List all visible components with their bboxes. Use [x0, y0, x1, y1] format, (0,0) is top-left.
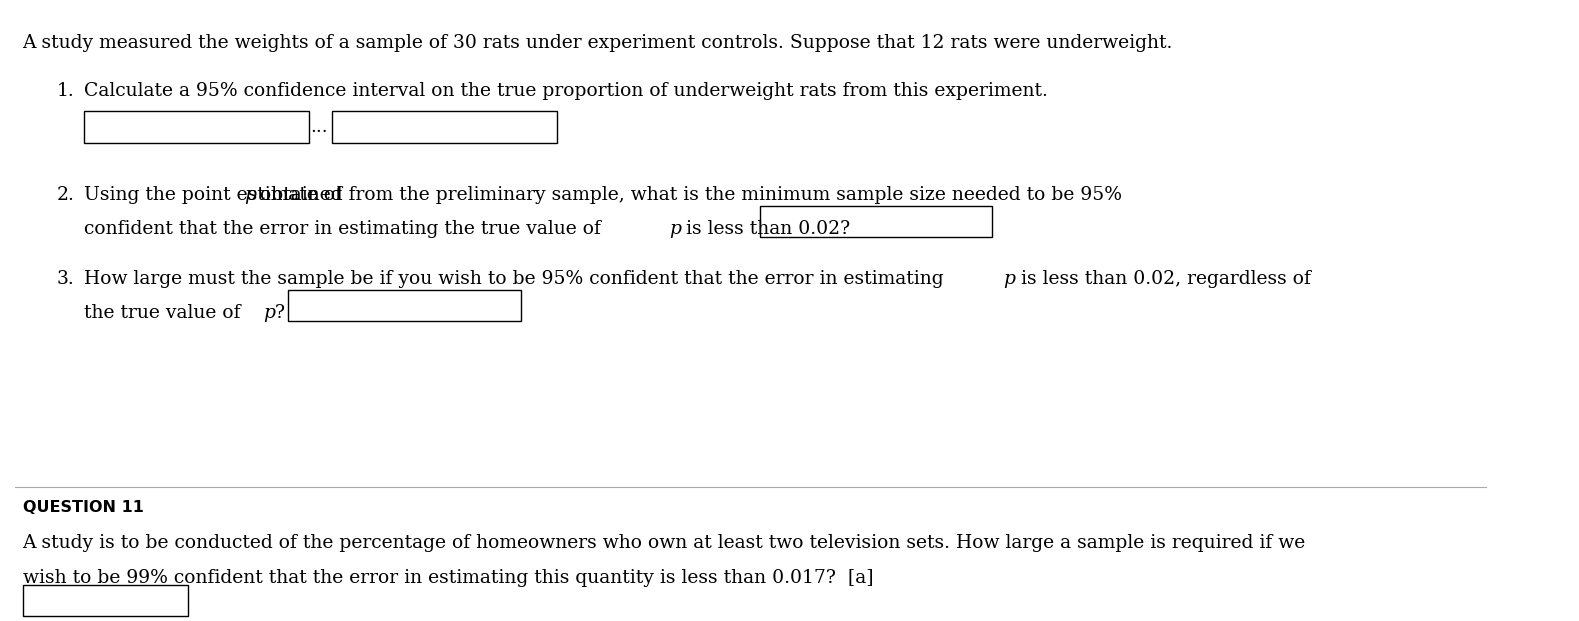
- Text: 1.: 1.: [57, 82, 74, 100]
- Text: is less than 0.02, regardless of: is less than 0.02, regardless of: [1015, 270, 1311, 288]
- Text: ...: ...: [311, 118, 328, 135]
- Text: obtained from the preliminary sample, what is the minimum sample size needed to : obtained from the preliminary sample, wh…: [254, 186, 1123, 204]
- Text: 3.: 3.: [57, 270, 74, 288]
- FancyBboxPatch shape: [332, 111, 557, 143]
- FancyBboxPatch shape: [84, 111, 309, 143]
- Text: QUESTION 11: QUESTION 11: [22, 500, 144, 515]
- Text: How large must the sample be if you wish to be 95% confident that the error in e: How large must the sample be if you wish…: [84, 270, 949, 288]
- Text: is less than 0.02?: is less than 0.02?: [681, 220, 850, 238]
- FancyBboxPatch shape: [759, 206, 992, 237]
- Text: A study measured the weights of a sample of 30 rats under experiment controls. S: A study measured the weights of a sample…: [22, 34, 1173, 52]
- Text: p: p: [262, 304, 275, 322]
- Text: Using the point estimate of: Using the point estimate of: [84, 186, 347, 204]
- Text: confident that the error in estimating the true value of: confident that the error in estimating t…: [84, 220, 606, 238]
- Text: Calculate a 95% confidence interval on the true proportion of underweight rats f: Calculate a 95% confidence interval on t…: [84, 82, 1048, 100]
- Text: the true value of: the true value of: [84, 304, 246, 322]
- Text: p: p: [243, 186, 256, 204]
- Text: A study is to be conducted of the percentage of homeowners who own at least two : A study is to be conducted of the percen…: [22, 534, 1306, 552]
- Text: 2.: 2.: [57, 186, 74, 204]
- Text: ?: ?: [275, 304, 284, 322]
- Text: p: p: [669, 220, 682, 238]
- FancyBboxPatch shape: [22, 585, 188, 616]
- Text: p: p: [1003, 270, 1015, 288]
- FancyBboxPatch shape: [289, 290, 521, 321]
- Text: wish to be 99% confident that the error in estimating this quantity is less than: wish to be 99% confident that the error …: [22, 569, 873, 587]
